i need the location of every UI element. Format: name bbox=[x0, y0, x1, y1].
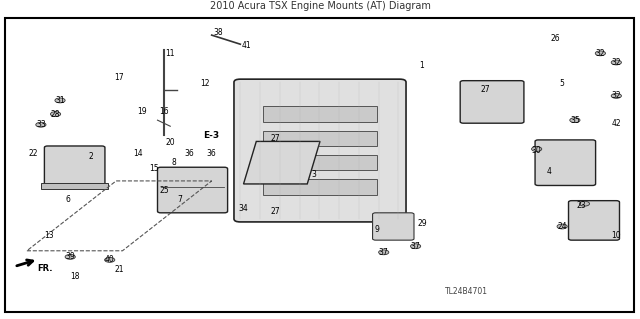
Text: 42: 42 bbox=[611, 119, 621, 128]
FancyBboxPatch shape bbox=[157, 167, 228, 213]
Text: 36: 36 bbox=[184, 149, 195, 158]
Text: 32: 32 bbox=[611, 58, 621, 67]
Circle shape bbox=[104, 257, 115, 262]
Text: 9: 9 bbox=[375, 225, 380, 234]
FancyBboxPatch shape bbox=[568, 201, 620, 240]
Text: 1: 1 bbox=[420, 61, 424, 70]
Text: 32: 32 bbox=[596, 49, 605, 58]
Circle shape bbox=[36, 122, 46, 127]
Circle shape bbox=[532, 147, 541, 152]
Text: 34: 34 bbox=[239, 204, 248, 213]
Circle shape bbox=[557, 224, 567, 229]
Circle shape bbox=[579, 201, 589, 206]
Text: 17: 17 bbox=[115, 73, 124, 82]
Circle shape bbox=[570, 118, 580, 122]
Text: 25: 25 bbox=[159, 186, 169, 195]
Text: 21: 21 bbox=[115, 264, 124, 273]
Text: FR.: FR. bbox=[37, 263, 52, 273]
Text: 18: 18 bbox=[70, 272, 79, 281]
Text: 3: 3 bbox=[311, 170, 316, 179]
Text: 36: 36 bbox=[207, 149, 216, 158]
Text: 4: 4 bbox=[547, 167, 552, 176]
Text: 13: 13 bbox=[44, 231, 54, 240]
Bar bbox=[262, 131, 378, 146]
Text: 15: 15 bbox=[150, 164, 159, 173]
Text: 35: 35 bbox=[570, 116, 580, 125]
Text: E-3: E-3 bbox=[204, 131, 220, 140]
Text: 38: 38 bbox=[213, 27, 223, 37]
Circle shape bbox=[595, 51, 605, 56]
Text: 39: 39 bbox=[65, 252, 75, 261]
Text: 27: 27 bbox=[481, 85, 490, 94]
Text: 8: 8 bbox=[171, 158, 176, 167]
Circle shape bbox=[379, 250, 389, 255]
FancyBboxPatch shape bbox=[535, 140, 596, 185]
Text: 37: 37 bbox=[411, 242, 420, 251]
Text: 6: 6 bbox=[66, 195, 71, 204]
Bar bbox=[262, 155, 378, 170]
Circle shape bbox=[65, 255, 76, 259]
Text: 22: 22 bbox=[29, 149, 38, 158]
Text: TL24B4701: TL24B4701 bbox=[445, 287, 488, 296]
Bar bbox=[262, 107, 378, 122]
Text: 2010 Acura TSX Engine Mounts (AT) Diagram: 2010 Acura TSX Engine Mounts (AT) Diagra… bbox=[209, 1, 431, 11]
Text: 16: 16 bbox=[159, 107, 169, 115]
FancyBboxPatch shape bbox=[234, 79, 406, 222]
Text: 2: 2 bbox=[88, 152, 93, 161]
Text: 12: 12 bbox=[200, 79, 210, 88]
Text: 40: 40 bbox=[105, 256, 115, 264]
Text: 28: 28 bbox=[51, 110, 60, 119]
Bar bbox=[41, 183, 108, 189]
Text: 23: 23 bbox=[577, 201, 586, 210]
FancyBboxPatch shape bbox=[372, 213, 414, 240]
Text: 11: 11 bbox=[166, 49, 175, 58]
Text: 10: 10 bbox=[611, 231, 621, 240]
Text: 41: 41 bbox=[242, 41, 252, 50]
Circle shape bbox=[611, 60, 621, 65]
Text: 7: 7 bbox=[177, 195, 182, 204]
Text: 27: 27 bbox=[271, 207, 280, 216]
Text: 24: 24 bbox=[557, 222, 567, 231]
FancyBboxPatch shape bbox=[460, 81, 524, 123]
Text: 26: 26 bbox=[551, 33, 561, 43]
Circle shape bbox=[55, 98, 65, 103]
Text: 29: 29 bbox=[417, 219, 427, 228]
Text: 37: 37 bbox=[379, 248, 388, 257]
Text: 27: 27 bbox=[271, 134, 280, 143]
Circle shape bbox=[611, 93, 621, 98]
Bar bbox=[262, 179, 378, 195]
FancyBboxPatch shape bbox=[44, 146, 105, 185]
Text: 5: 5 bbox=[560, 79, 564, 88]
Polygon shape bbox=[244, 141, 320, 184]
Circle shape bbox=[410, 244, 420, 249]
Text: 19: 19 bbox=[137, 107, 147, 115]
Text: 20: 20 bbox=[166, 138, 175, 147]
Text: 30: 30 bbox=[532, 146, 541, 155]
Text: 14: 14 bbox=[134, 149, 143, 158]
Text: 32: 32 bbox=[611, 91, 621, 100]
Text: 33: 33 bbox=[36, 120, 46, 129]
Circle shape bbox=[51, 112, 61, 116]
Text: 31: 31 bbox=[55, 96, 65, 105]
